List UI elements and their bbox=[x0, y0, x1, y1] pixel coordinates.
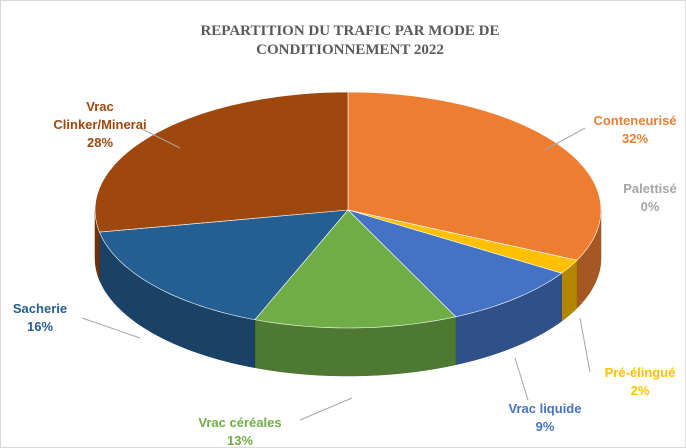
leader-line bbox=[139, 127, 181, 149]
slice-category-label: Conteneurisé bbox=[593, 113, 677, 128]
slice-category-label: Pré-élingué bbox=[604, 365, 676, 380]
slice-value-label: 13% bbox=[226, 433, 254, 448]
data-label: Vrac liquide 9% bbox=[490, 400, 600, 436]
slice-value-label: 16% bbox=[26, 319, 54, 334]
slice bbox=[347, 209, 563, 318]
slice-category-label: Palettisé bbox=[623, 181, 677, 196]
leader-line bbox=[579, 317, 591, 373]
slice-category-label: Vrac céréales bbox=[198, 415, 282, 430]
data-label: Vrac céréales 13% bbox=[170, 414, 310, 448]
slice-value-label: 2% bbox=[630, 383, 650, 398]
slice-value-label: 9% bbox=[535, 419, 555, 434]
leader-line bbox=[544, 127, 586, 151]
data-label: Pré-élingué 2% bbox=[590, 364, 686, 400]
slice-tops bbox=[94, 91, 602, 329]
slice-value-label: 0% bbox=[640, 199, 660, 214]
slice-category-label: Vrac Clinker/Minerai bbox=[53, 99, 147, 132]
leader-line bbox=[514, 357, 529, 401]
data-label: Vrac Clinker/Minerai 28% bbox=[40, 98, 160, 152]
slice-category-label: Sacherie bbox=[12, 301, 68, 316]
slice-category-label: Vrac liquide bbox=[508, 401, 582, 416]
leader-line bbox=[299, 397, 353, 421]
slice-value-label: 28% bbox=[86, 135, 114, 150]
data-label: Sacherie 16% bbox=[0, 300, 80, 336]
data-label: Conteneurisé 32% bbox=[585, 112, 685, 148]
slice bbox=[347, 91, 602, 261]
slice-value-label: 32% bbox=[621, 131, 649, 146]
leader-line bbox=[81, 317, 141, 339]
chart-title: REPARTITION DU TRAFIC PAR MODE DE CONDIT… bbox=[200, 23, 500, 58]
slice bbox=[99, 209, 349, 321]
data-label: Palettisé 0% bbox=[605, 180, 686, 216]
slice bbox=[254, 209, 457, 329]
